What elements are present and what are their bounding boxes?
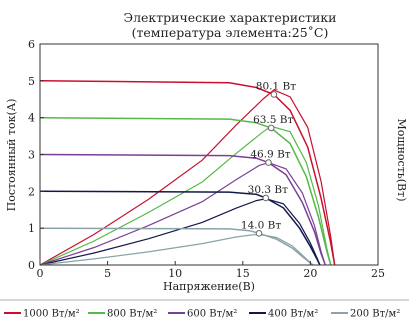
mpp-label-200: 14.0 Вт — [241, 219, 281, 231]
pv-curve-600 — [39, 161, 326, 266]
x-tick-label: 15 — [236, 267, 250, 280]
legend-label-1000: 1000 Вт/м² — [23, 309, 80, 320]
iv-curve-200 — [39, 227, 314, 266]
pv-curve-1000 — [39, 89, 336, 266]
mpp-marker-400 — [262, 194, 270, 202]
legend-label-200: 200 Вт/м² — [350, 309, 400, 320]
x-tick-label: 5 — [104, 267, 111, 280]
y-tick-label: 0 — [28, 259, 35, 272]
x-axis-label: Напряжение(В) — [163, 280, 255, 293]
iv-curve-800 — [39, 116, 332, 266]
iv-curve-400 — [39, 190, 321, 266]
legend: 1000 Вт/м² 800 Вт/м² 600 Вт/м² 400 Вт/м² 200… — [0, 299, 409, 320]
y-tick-label: 5 — [28, 75, 35, 88]
x-tick-label: 20 — [303, 267, 317, 280]
mpp-label-600: 46.9 Вт — [250, 149, 290, 161]
x-tick-label: 10 — [168, 267, 182, 280]
tick-layer: 0 5 10 15 20 25 0 1 2 3 4 5 6 — [28, 38, 385, 280]
mpp-label-800: 63.5 Вт — [253, 114, 293, 126]
legend-label-600: 600 Вт/м² — [187, 309, 237, 320]
pv-curve-200 — [39, 233, 314, 266]
mpp-marker-200 — [255, 230, 263, 237]
annotation-layer: 80.1 Вт 63.5 Вт 46.9 Вт 30.3 Вт 14.0 Вт — [241, 80, 296, 237]
y-tick-label: 3 — [28, 149, 35, 162]
legend-label-400: 400 Вт/м² — [268, 309, 318, 320]
chart-title-line-2: (температура элемента:25˚C) — [132, 25, 329, 40]
x-tick-label: 0 — [37, 267, 44, 280]
y2-axis-label: Мощность(Вт) — [395, 118, 408, 201]
mpp-marker-600 — [265, 159, 272, 166]
chart-title-line-1: Электрические характеристики — [124, 10, 337, 25]
mpp-marker-1000 — [270, 91, 278, 98]
y-tick-label: 6 — [28, 38, 35, 51]
iv-curve-600 — [39, 153, 327, 266]
y-axis-label: Постоянный ток(А) — [5, 99, 18, 212]
mpp-label-1000: 80.1 Вт — [256, 80, 296, 92]
y-tick-label: 1 — [28, 222, 35, 235]
pv-curve-400 — [39, 198, 321, 266]
series-layer — [39, 80, 336, 266]
iv-curve-1000 — [39, 80, 336, 266]
y-tick-label: 2 — [28, 185, 35, 198]
pv-curve-800 — [39, 125, 332, 266]
mpp-label-400: 30.3 Вт — [248, 184, 288, 196]
x-tick-label: 25 — [371, 267, 385, 280]
mpp-marker-800 — [267, 124, 275, 132]
legend-label-800: 800 Вт/м² — [107, 309, 157, 320]
y-tick-label: 4 — [28, 112, 35, 125]
